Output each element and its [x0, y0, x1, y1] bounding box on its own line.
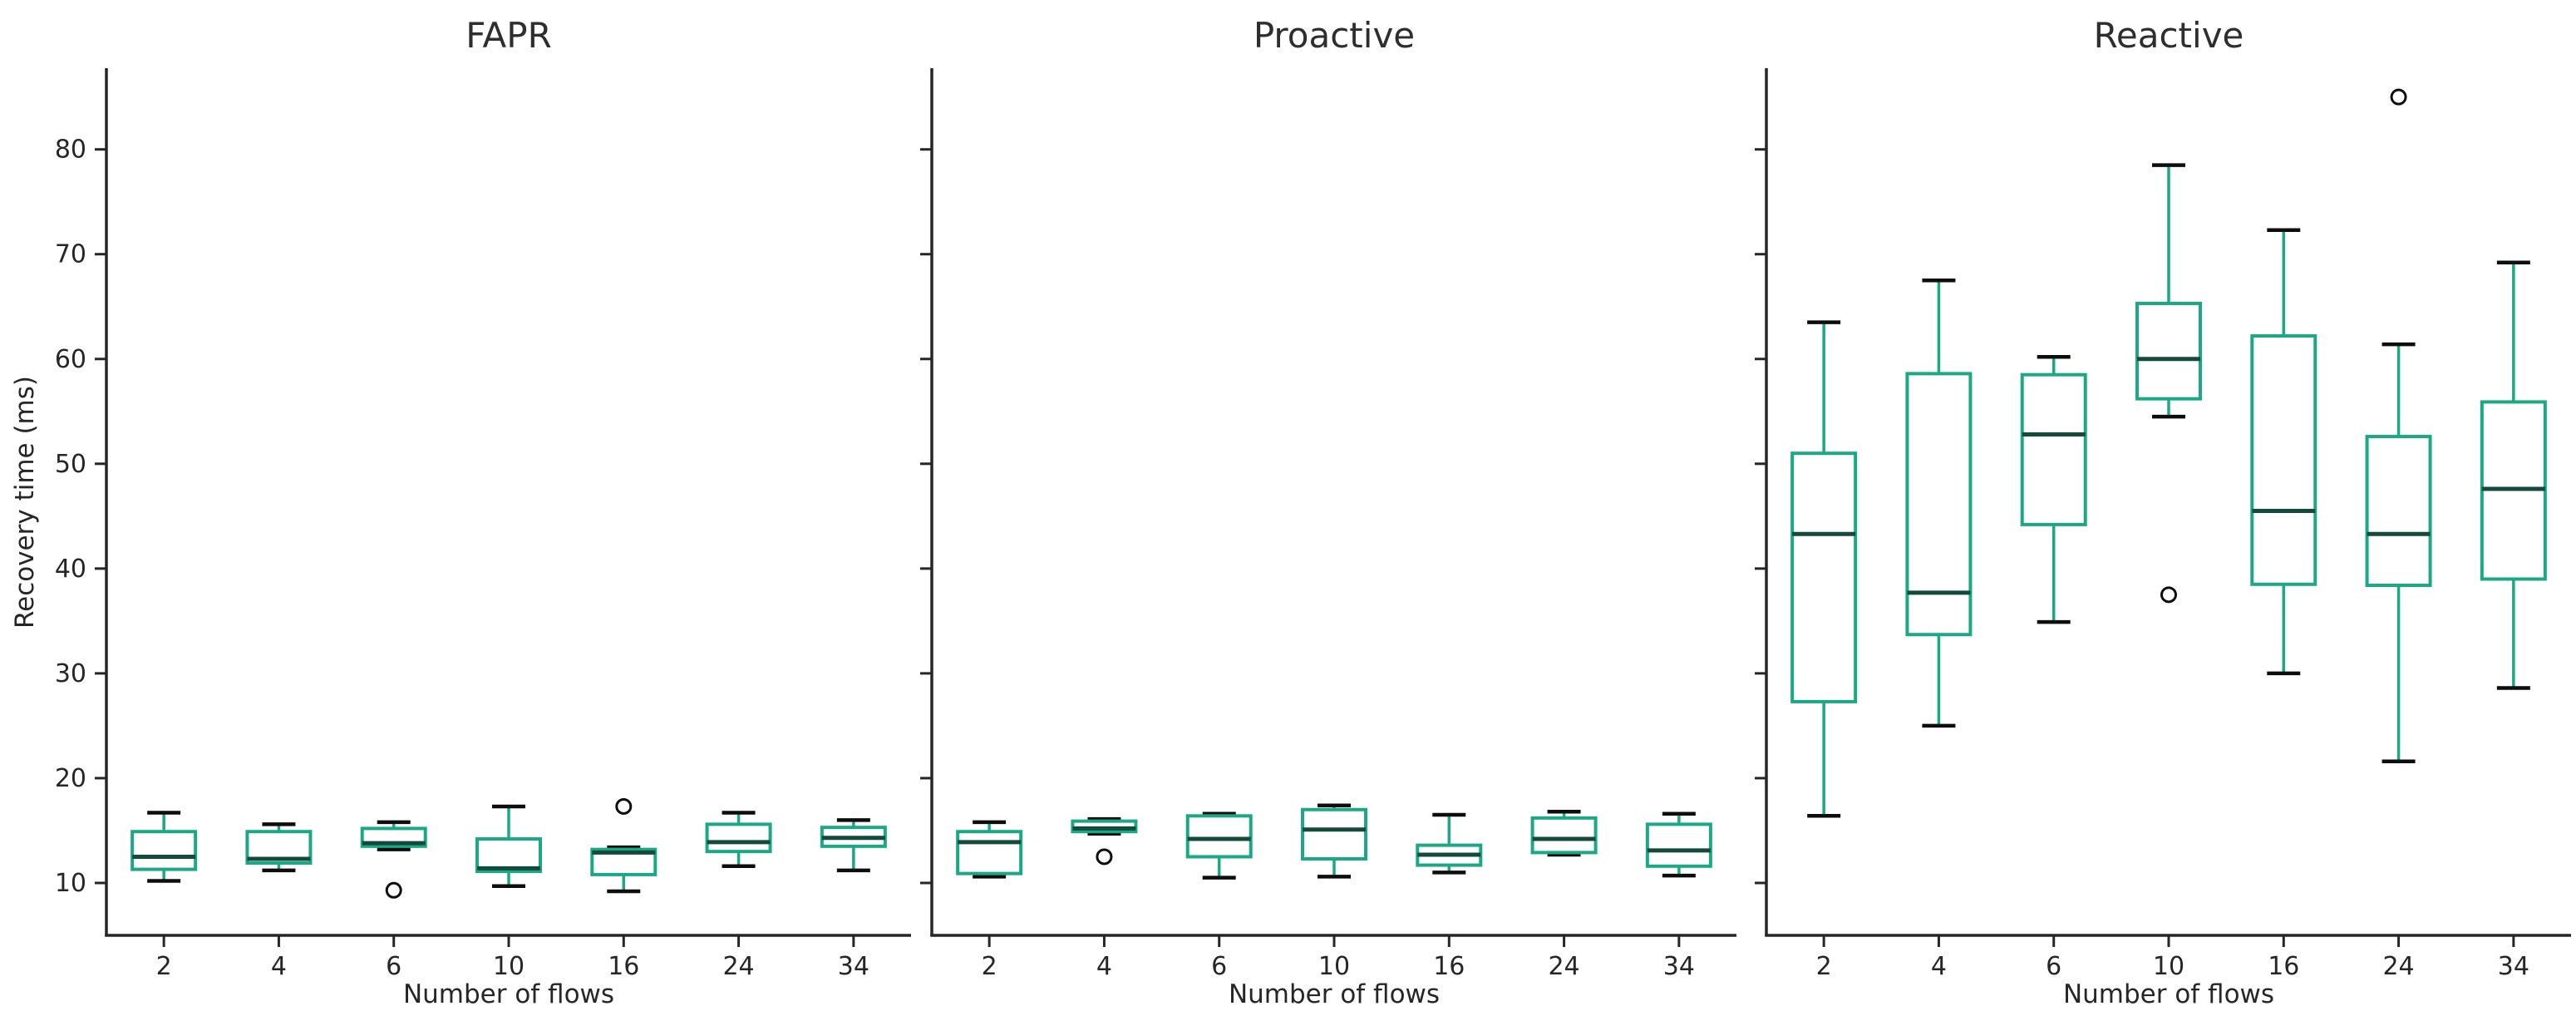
x-tick-label: 6 [1211, 952, 1227, 981]
x-tick-label: 4 [1931, 952, 1947, 981]
x-tick-label: 34 [838, 952, 869, 981]
x-tick-label: 24 [2382, 952, 2414, 981]
panel-title-proactive: Proactive [1253, 15, 1416, 56]
y-tick-label: 70 [55, 240, 86, 269]
x-tick-label: 2 [982, 952, 997, 981]
box-reactive-6 [2020, 354, 2087, 624]
box-proactive-34 [1645, 811, 1712, 878]
iqr-box [2250, 334, 2317, 586]
iqr-box [956, 830, 1023, 875]
iqr-box [1905, 372, 1973, 637]
x-tick-label: 10 [2153, 952, 2184, 981]
outlier-marker [385, 881, 402, 899]
box-fapr-34 [820, 818, 887, 873]
x-axis-label-fapr: Number of flows [402, 979, 615, 1009]
box-reactive-24 [2365, 88, 2432, 764]
x-tick-label: 4 [1096, 952, 1112, 981]
panel-title-reactive: Reactive [2093, 15, 2244, 56]
box-proactive-10 [1301, 803, 1367, 879]
x-tick-label: 6 [2046, 952, 2061, 981]
y-tick-label: 40 [55, 555, 86, 584]
y-tick-label: 30 [55, 659, 86, 688]
iqr-box [705, 822, 772, 854]
iqr-box [2365, 435, 2432, 588]
x-tick-label: 10 [1318, 952, 1350, 981]
box-fapr-10 [475, 804, 542, 889]
x-tick-label: 34 [1663, 952, 1695, 981]
boxplot-panel-proactive: 2 4 6 10 16 24 34 [920, 68, 1736, 981]
box-proactive-24 [1530, 810, 1598, 857]
iqr-box [1645, 822, 1712, 868]
iqr-box [1301, 807, 1367, 861]
x-tick-label: 16 [608, 952, 639, 981]
x-tick-label: 34 [2498, 952, 2529, 981]
y-axis-label: Recovery time (ms) [10, 375, 40, 629]
box-proactive-2 [956, 820, 1023, 879]
x-tick-label: 16 [2268, 952, 2299, 981]
x-axis-label-proactive: Number of flows [1228, 979, 1441, 1009]
box-reactive-16 [2250, 228, 2317, 676]
iqr-box [2020, 372, 2087, 526]
box-reactive-2 [1790, 320, 1858, 818]
outlier-marker [615, 797, 633, 815]
box-fapr-2 [131, 811, 198, 883]
x-tick-label: 4 [271, 952, 287, 981]
y-tick-label: 60 [55, 345, 86, 374]
outlier-marker [1096, 848, 1113, 866]
x-tick-label: 10 [493, 952, 525, 981]
boxplot-panel-reactive: 2 4 6 10 16 24 34 [1755, 68, 2571, 981]
iqr-box [1185, 814, 1253, 859]
box-proactive-6 [1185, 811, 1253, 880]
x-tick-label: 24 [1548, 952, 1579, 981]
y-tick-label: 80 [55, 136, 86, 165]
box-fapr-16 [590, 797, 658, 894]
x-tick-label: 6 [386, 952, 401, 981]
box-fapr-24 [705, 811, 772, 869]
outlier-marker [2160, 586, 2177, 604]
box-proactive-16 [1416, 812, 1483, 875]
box-fapr-6 [360, 820, 427, 899]
iqr-box [1790, 451, 1858, 703]
iqr-box [131, 830, 198, 871]
iqr-box [2135, 301, 2202, 401]
x-axis-label-reactive: Number of flows [2062, 979, 2275, 1009]
box-reactive-4 [1905, 278, 1973, 728]
y-tick-label: 20 [55, 764, 86, 793]
y-tick-label: 10 [55, 869, 86, 898]
box-proactive-4 [1071, 816, 1138, 866]
y-tick-label: 50 [55, 450, 86, 479]
panel-title-fapr: FAPR [465, 15, 552, 56]
box-fapr-4 [245, 822, 313, 873]
x-tick-label: 2 [156, 952, 172, 981]
box-reactive-34 [2480, 260, 2547, 690]
iqr-box [475, 837, 542, 874]
x-tick-label: 24 [722, 952, 754, 981]
x-tick-label: 16 [1433, 952, 1465, 981]
box-reactive-10 [2135, 163, 2202, 604]
outlier-marker [2390, 88, 2407, 106]
iqr-box [1530, 816, 1598, 855]
x-tick-label: 2 [1816, 952, 1832, 981]
